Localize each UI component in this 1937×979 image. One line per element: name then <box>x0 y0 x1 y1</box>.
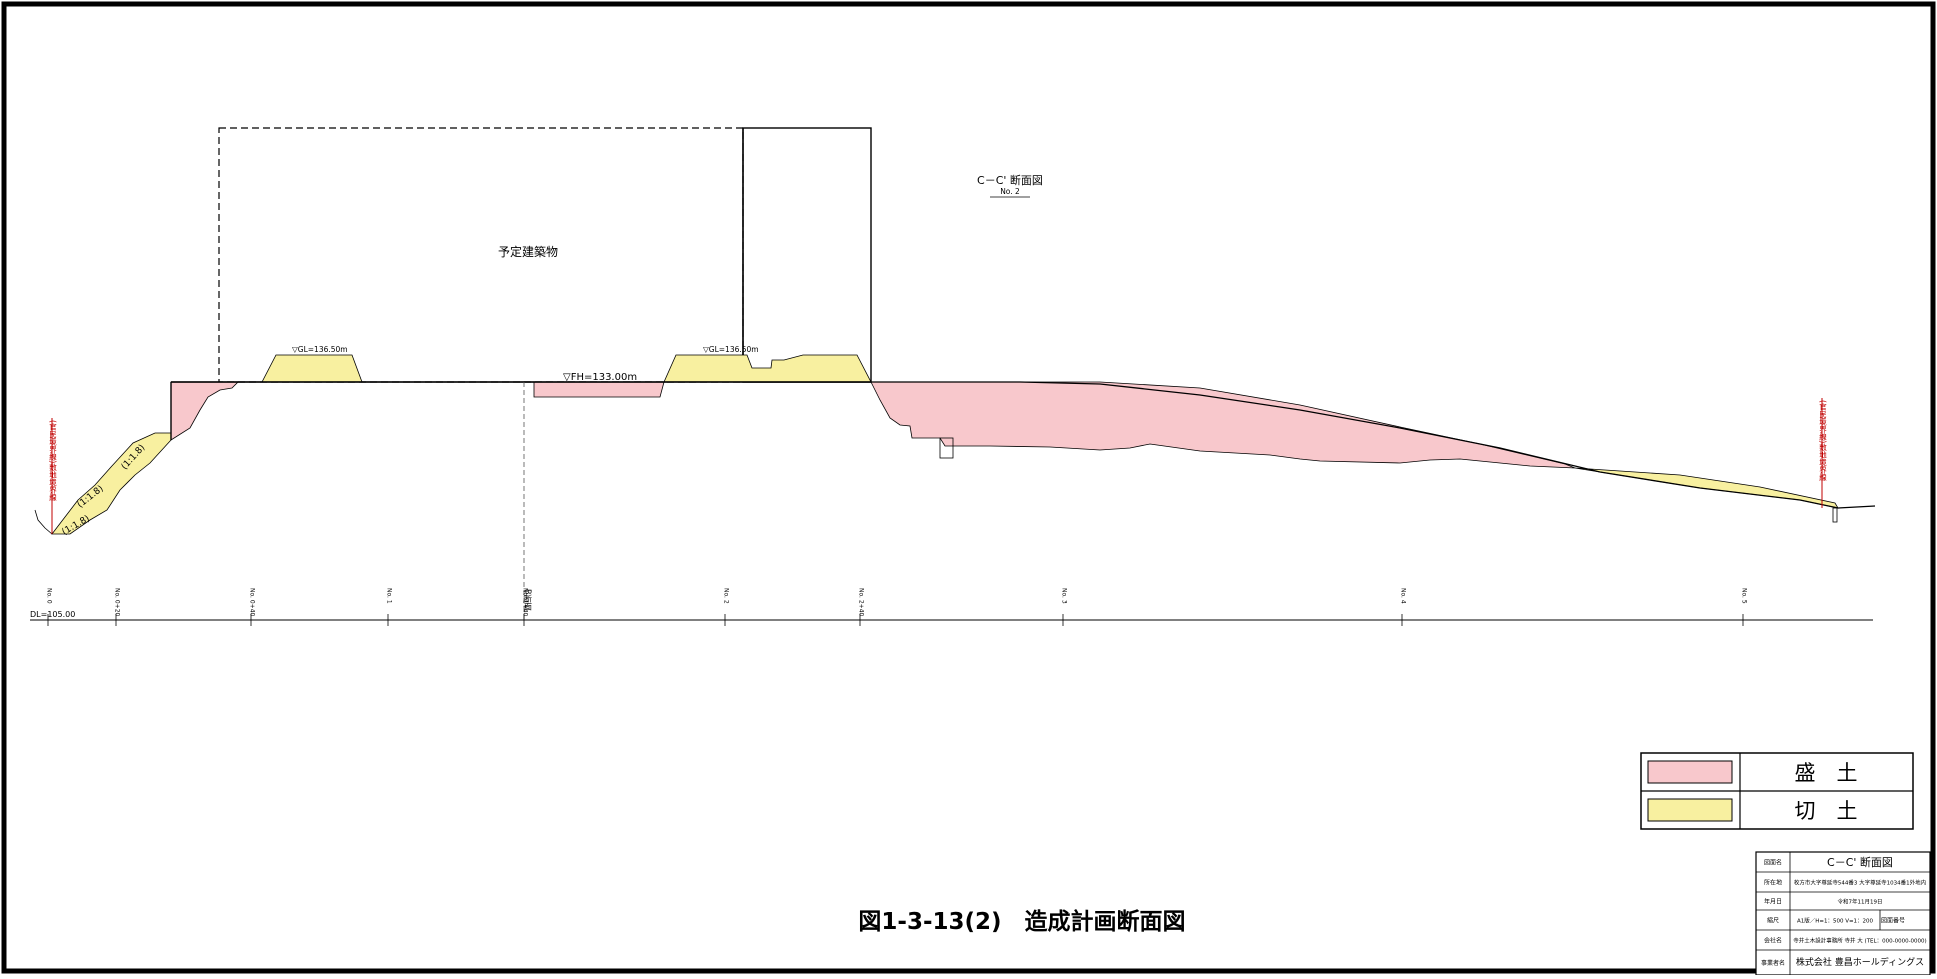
legend-fill-label: 盛 土 <box>1795 761 1858 785</box>
fill-area-right <box>870 381 1576 469</box>
station-label: No. 1 <box>386 588 393 604</box>
station-label: No. 2+40 <box>858 588 865 617</box>
legend-cut-label: 切 土 <box>1795 799 1858 823</box>
station-label: No. 1+40 <box>522 588 529 617</box>
boundary-label-right: (官民境界線)敷地境界線 <box>1818 400 1827 481</box>
gl-label-right: ▽GL=136.50m <box>703 345 759 354</box>
right-boundary-post <box>1832 507 1838 523</box>
title-block-key: 会社名 <box>1764 937 1782 945</box>
title-block-value: 株式会社 豊昌ホールディングス <box>1796 956 1924 968</box>
planned-building-outline <box>218 127 744 383</box>
fill-area-left <box>170 381 239 441</box>
title-block-value: 寺井土木設計事務所 寺井 大 (TEL：000-0000-0000) <box>1793 937 1926 945</box>
title-block-drawing-number-label: 図面番号 <box>1881 918 1905 925</box>
station-label: No. 4 <box>1400 588 1407 604</box>
gl-label-left: ▽GL=136.50m <box>292 345 348 354</box>
title-block-value: 令和7年11月19日 <box>1838 898 1883 906</box>
title-block-value: 枚方市大字尊延寺544番3 大字尊延寺1034番1外地内 <box>1794 879 1926 887</box>
fh-label: ▽FH=133.00m <box>563 372 637 383</box>
station-label: No. 2 <box>723 588 730 604</box>
b-section-label: B断面 <box>524 589 533 612</box>
left-terrain-edge <box>34 509 53 535</box>
fill-area-center <box>533 381 665 398</box>
station-label: No. 5 <box>1741 588 1748 604</box>
station-label: No. 0+40 <box>249 588 256 617</box>
drain-structure <box>939 437 954 459</box>
legend-fill-swatch <box>1647 760 1733 784</box>
station-ticks: No. 0 No. 0+20 No. 0+40 No. 1 No. 1+40 No. 2 N… <box>46 588 1748 626</box>
title-block-key: 所在地 <box>1764 879 1782 887</box>
title-block-key: 図面名 <box>1764 859 1782 867</box>
building-label: 予定建築物 <box>498 244 558 259</box>
section-title: C－C' 断面図 <box>977 173 1043 187</box>
figure-caption: 図1-3-13(2) 造成計画断面図 <box>858 908 1185 935</box>
cut-area-left-slope <box>51 432 172 535</box>
title-block-value: A1版／H=1：500 V=1：200 <box>1797 917 1874 925</box>
station-label: No. 3 <box>1061 588 1068 604</box>
title-block-value: C－C' 断面図 <box>1827 855 1893 869</box>
datum-label: DL=105.00 <box>30 610 75 619</box>
station-label: No. 0+20 <box>114 588 121 617</box>
legend: 盛 土 切 土 <box>1640 752 1914 830</box>
title-block-key: 縮尺 <box>1767 917 1779 925</box>
title-block-frame <box>1755 851 1931 976</box>
building-annex-outline <box>742 127 872 383</box>
station-label: No. 0 <box>46 588 53 604</box>
cut-area-pad-1 <box>261 354 363 383</box>
section-number: No. 2 <box>1000 187 1020 196</box>
existing-ground-line <box>171 381 1876 509</box>
legend-cut-swatch <box>1647 798 1733 822</box>
title-block-key: 事業者名 <box>1761 959 1785 967</box>
title-block-key: 年月日 <box>1764 898 1782 906</box>
cut-area-pad-2 <box>663 354 872 383</box>
boundary-label-left: (官民境界線)敷地境界線 <box>48 420 57 501</box>
